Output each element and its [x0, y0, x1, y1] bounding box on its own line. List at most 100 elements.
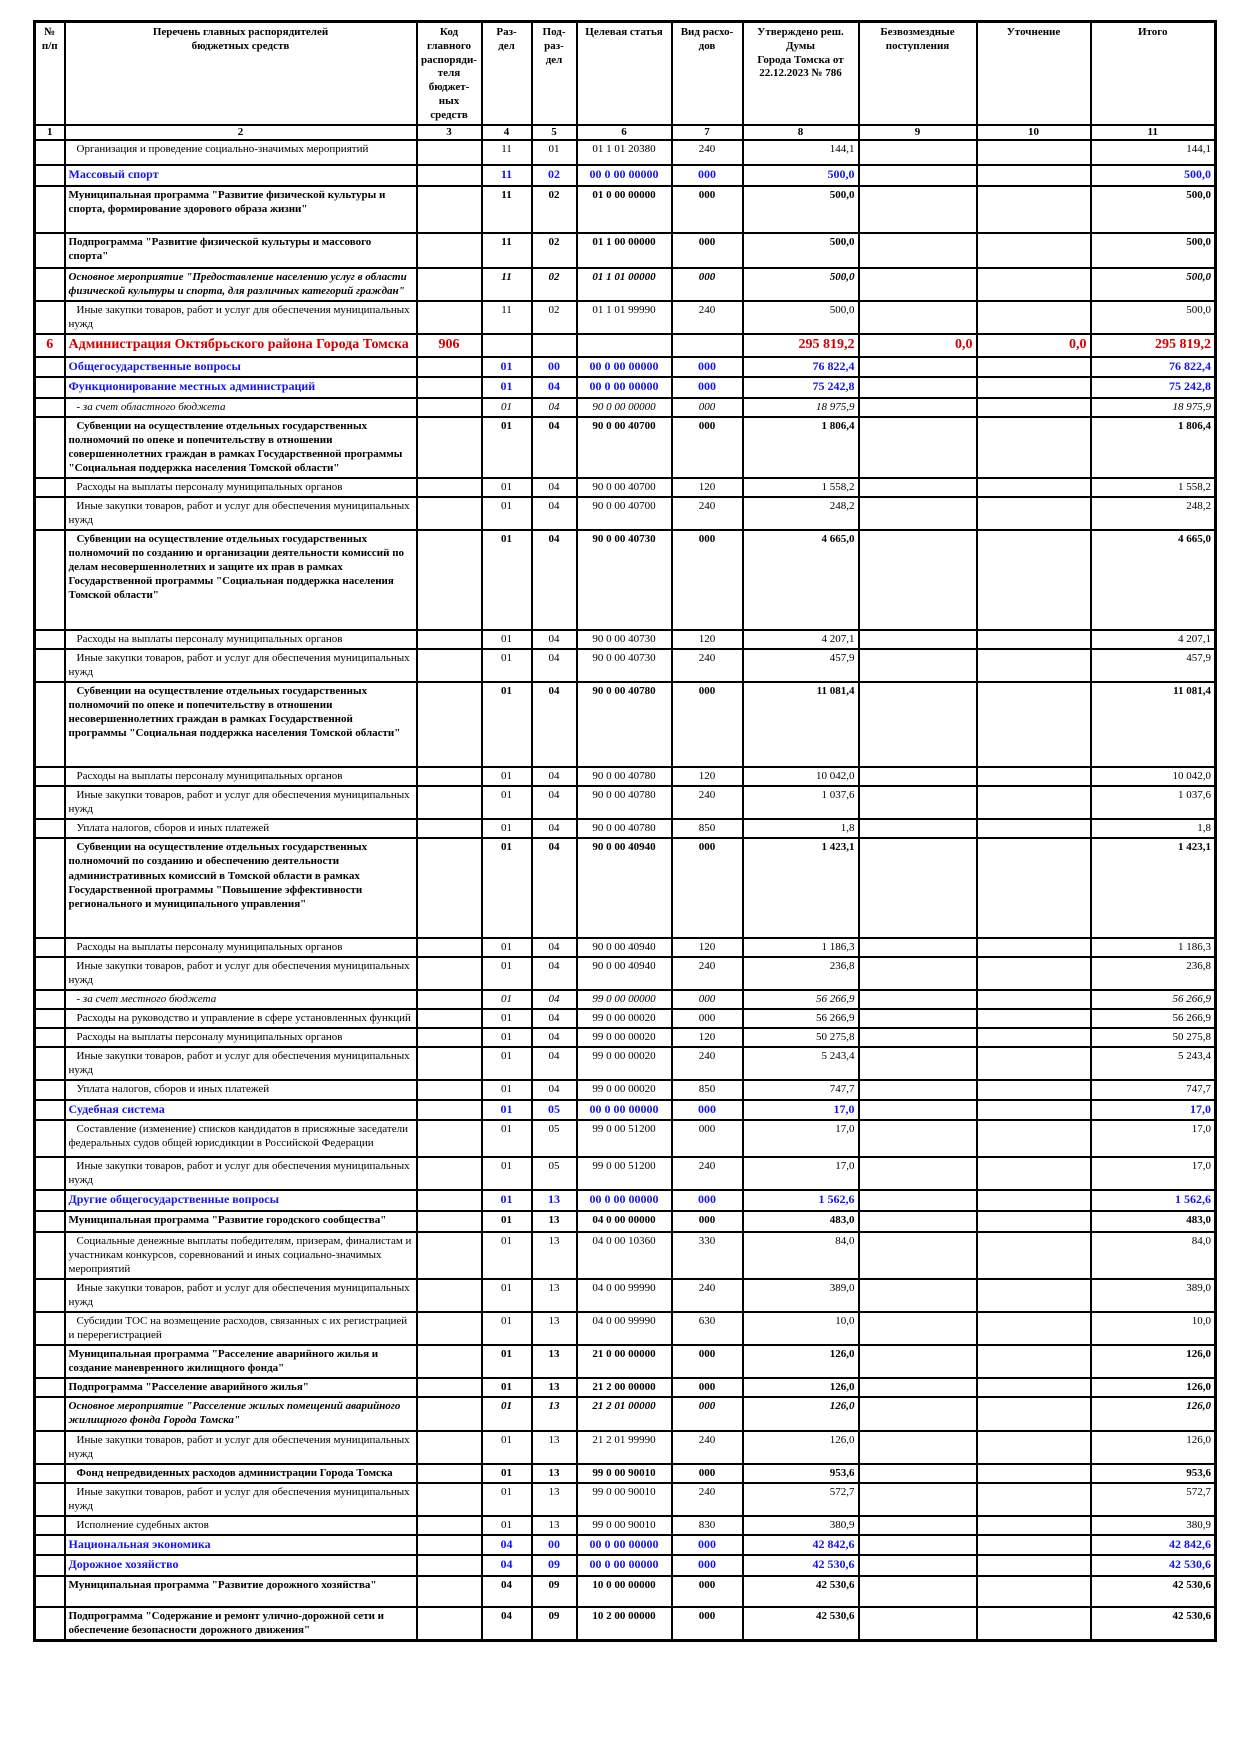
approved-cell: 76 822,4 [741, 355, 860, 379]
table-row: Иные закупки товаров, работ и услуг для … [33, 955, 1217, 992]
razdel-cell: 04 [480, 1533, 533, 1557]
clarification-cell [975, 139, 1092, 167]
grants-cell [857, 647, 978, 683]
row-num-cell [33, 936, 66, 958]
grants-cell [857, 818, 978, 840]
row-num-cell [33, 231, 66, 270]
code-cell [415, 1377, 483, 1399]
column-number: 4 [480, 124, 533, 142]
grants-cell [857, 1209, 978, 1233]
code-cell [415, 1230, 483, 1280]
target-article-cell: 00 0 00 00000 [575, 1533, 673, 1557]
razdel-cell: 01 [480, 1481, 533, 1517]
table-row: 6 Администрация Октябрьского района Город… [33, 333, 1217, 358]
total-cell: 500,0 [1089, 300, 1217, 336]
table-row: Иные закупки товаров, работ и услуг для … [33, 1481, 1217, 1517]
total-cell: 42 842,6 [1089, 1533, 1217, 1557]
clarification-cell [975, 376, 1092, 399]
target-article-cell: 99 0 00 51200 [575, 1156, 673, 1192]
razdel-cell: 01 [480, 495, 533, 532]
table-row: Иные закупки товаров, работ и услуг для … [33, 495, 1217, 532]
target-article-cell: 00 0 00 00000 [575, 1189, 673, 1212]
target-article-cell: 90 0 00 40700 [575, 415, 673, 479]
code-cell [415, 936, 483, 958]
podrazdel-cell: 04 [530, 680, 578, 769]
code-cell [415, 1344, 483, 1380]
code-cell [415, 1098, 483, 1121]
podrazdel-cell: 13 [530, 1396, 578, 1432]
grants-cell [857, 989, 978, 1011]
clarification-cell [975, 1377, 1092, 1399]
name-cell: Составление (изменение) списков кандидат… [63, 1118, 418, 1159]
target-article-cell: 90 0 00 40780 [575, 680, 673, 769]
clarification-cell [975, 1429, 1092, 1465]
approved-cell: 126,0 [741, 1344, 860, 1380]
total-cell: 17,0 [1089, 1098, 1217, 1121]
grants-cell [857, 628, 978, 650]
grants-cell [857, 266, 978, 303]
razdel-cell: 11 [480, 139, 533, 167]
total-cell: 248,2 [1089, 495, 1217, 532]
expense-type-cell: 000 [670, 1209, 744, 1233]
target-article-cell: 04 0 00 99990 [575, 1310, 673, 1347]
name-cell: Субвенции на осуществление отдельных гос… [63, 529, 418, 631]
name-cell: Расходы на выплаты персоналу муниципальн… [63, 476, 418, 499]
razdel-cell: 01 [480, 628, 533, 650]
expense-type-cell: 000 [670, 376, 744, 399]
grants-cell [857, 1008, 978, 1030]
table-row: Субвенции на осуществление отдельных гос… [33, 529, 1217, 631]
code-cell [415, 628, 483, 650]
razdel-cell: 11 [480, 266, 533, 303]
grants-cell [857, 680, 978, 769]
column-header-8: Утверждено реш. Думы Города Томска от 22… [741, 20, 860, 127]
code-cell [415, 396, 483, 418]
column-header-7: Вид расхо- дов [670, 20, 744, 127]
clarification-cell [975, 1156, 1092, 1192]
code-cell [415, 476, 483, 499]
grants-cell [857, 396, 978, 418]
clarification-cell [975, 680, 1092, 769]
column-number: 1 [33, 124, 66, 142]
code-cell [415, 1462, 483, 1484]
table-row: Организация и проведение социально-значи… [33, 139, 1217, 167]
column-header-5: Под- раз- дел [530, 20, 578, 127]
total-cell: 483,0 [1089, 1209, 1217, 1233]
column-header-6: Целевая статья [575, 20, 673, 127]
grants-cell [857, 355, 978, 379]
razdel-cell: 01 [480, 1098, 533, 1121]
target-article-cell: 00 0 00 00000 [575, 376, 673, 399]
code-cell [415, 1396, 483, 1432]
row-num-cell [33, 376, 66, 399]
row-num-cell [33, 766, 66, 788]
approved-cell: 42 530,6 [741, 1574, 860, 1608]
expense-type-cell: 120 [670, 766, 744, 788]
approved-cell: 17,0 [741, 1098, 860, 1121]
table-row: Подпрограмма "Содержание и ремонт улично… [33, 1605, 1217, 1642]
razdel-cell: 11 [480, 300, 533, 336]
row-num-cell [33, 529, 66, 631]
code-cell [415, 184, 483, 234]
row-num-cell [33, 1098, 66, 1121]
total-cell: 380,9 [1089, 1514, 1217, 1537]
name-cell: Муниципальная программа "Развитие городс… [63, 1209, 418, 1233]
approved-cell: 144,1 [741, 139, 860, 167]
name-cell: Расходы на выплаты персоналу муниципальн… [63, 628, 418, 650]
row-num-cell [33, 1118, 66, 1159]
row-num-cell [33, 495, 66, 532]
table-row: Иные закупки товаров, работ и услуг для … [33, 1429, 1217, 1465]
grants-cell [857, 1156, 978, 1192]
grants-cell [857, 1514, 978, 1537]
name-cell: Подпрограмма "Развитие физической культу… [63, 231, 418, 270]
podrazdel-cell: 05 [530, 1118, 578, 1159]
name-cell: Иные закупки товаров, работ и услуг для … [63, 1429, 418, 1465]
row-num-cell [33, 1377, 66, 1399]
target-article-cell: 01 1 01 99990 [575, 300, 673, 336]
row-num-cell [33, 1605, 66, 1642]
clarification-cell [975, 1209, 1092, 1233]
clarification-cell [975, 955, 1092, 992]
razdel-cell: 11 [480, 164, 533, 187]
target-article-cell: 01 1 01 20380 [575, 139, 673, 167]
podrazdel-cell: 13 [530, 1429, 578, 1465]
expense-type-cell: 000 [670, 837, 744, 939]
razdel-cell: 01 [480, 1209, 533, 1233]
